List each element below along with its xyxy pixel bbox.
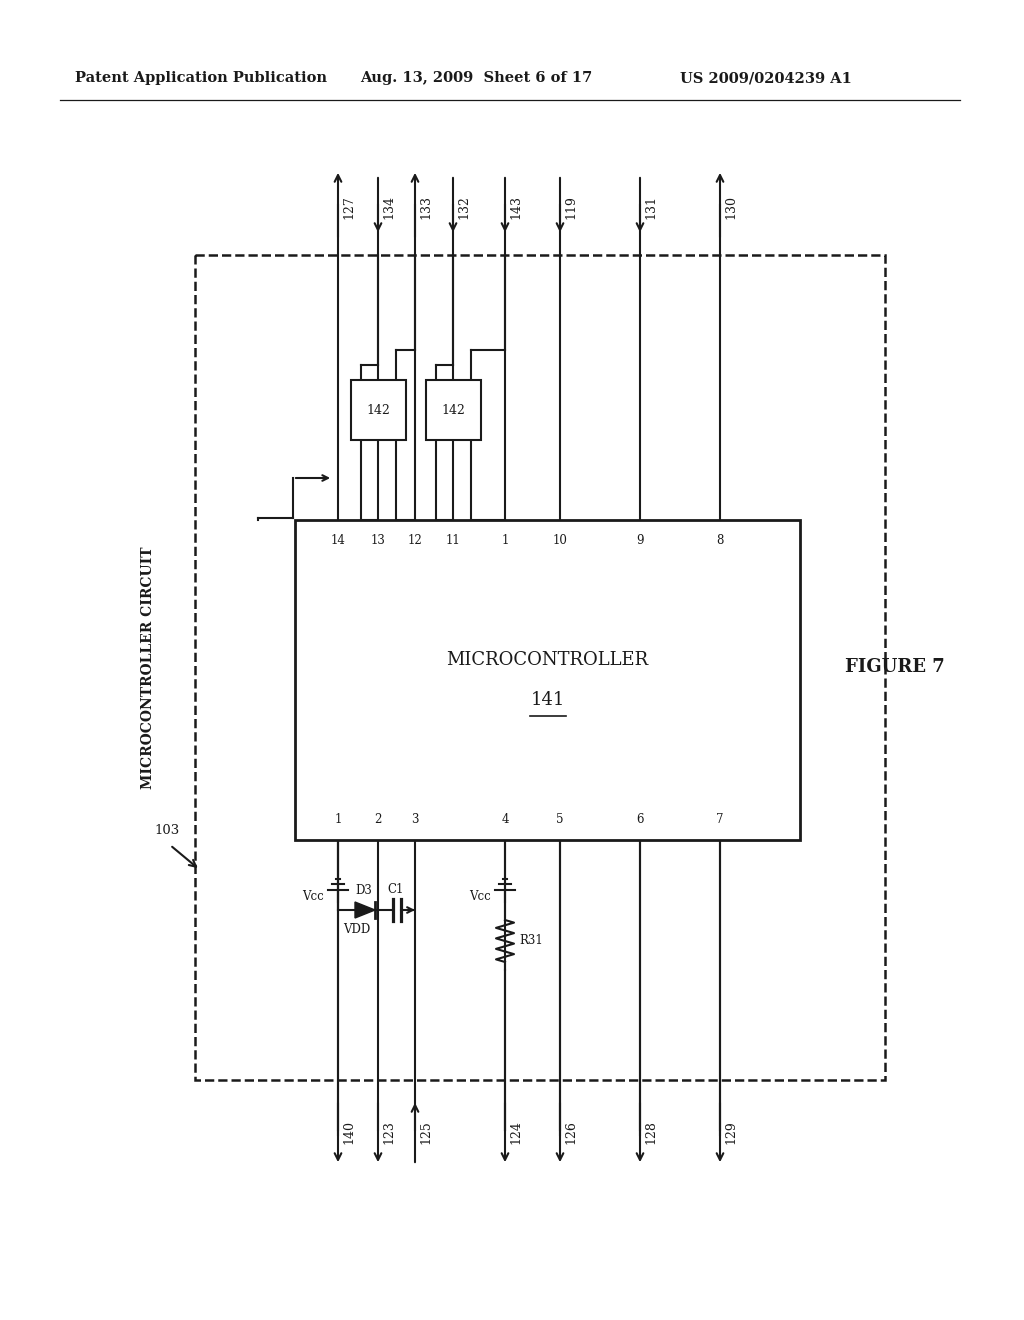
Text: 2: 2 (375, 813, 382, 826)
Text: D3: D3 (355, 884, 373, 898)
Text: 142: 142 (441, 404, 465, 417)
Text: VDD: VDD (343, 923, 371, 936)
Text: 5: 5 (556, 813, 564, 826)
Bar (195, 255, 885, 1080)
Text: 3: 3 (412, 813, 419, 826)
Text: 13: 13 (371, 535, 385, 546)
Text: 129: 129 (724, 1121, 737, 1144)
Text: 103: 103 (155, 824, 179, 837)
Text: 123: 123 (382, 1121, 395, 1144)
Text: 7: 7 (716, 813, 724, 826)
Text: 127: 127 (342, 195, 355, 219)
Text: 8: 8 (717, 535, 724, 546)
Text: Vcc: Vcc (469, 890, 490, 903)
Text: MICROCONTROLLER CIRCUIT: MICROCONTROLLER CIRCUIT (141, 546, 155, 789)
Text: C1: C1 (388, 883, 404, 896)
Text: 142: 142 (366, 404, 390, 417)
Text: 125: 125 (419, 1121, 432, 1144)
Polygon shape (355, 902, 375, 917)
Text: 143: 143 (509, 195, 522, 219)
Text: 12: 12 (408, 535, 422, 546)
Text: 10: 10 (553, 535, 567, 546)
Text: 130: 130 (724, 195, 737, 219)
Text: 119: 119 (564, 195, 577, 219)
Text: MICROCONTROLLER: MICROCONTROLLER (446, 651, 648, 669)
Text: 14: 14 (331, 535, 345, 546)
Text: 140: 140 (342, 1119, 355, 1144)
Text: US 2009/0204239 A1: US 2009/0204239 A1 (680, 71, 852, 84)
Text: 131: 131 (644, 195, 657, 219)
Text: R31: R31 (519, 935, 543, 948)
Text: Vcc: Vcc (302, 890, 324, 903)
Bar (350, 380, 406, 440)
Text: 1: 1 (502, 535, 509, 546)
Text: 4: 4 (502, 813, 509, 826)
Text: 11: 11 (445, 535, 461, 546)
Text: 128: 128 (644, 1121, 657, 1144)
Text: Patent Application Publication: Patent Application Publication (75, 71, 327, 84)
Text: Aug. 13, 2009  Sheet 6 of 17: Aug. 13, 2009 Sheet 6 of 17 (360, 71, 592, 84)
Text: 6: 6 (636, 813, 644, 826)
Text: 134: 134 (382, 195, 395, 219)
Text: 126: 126 (564, 1121, 577, 1144)
Text: 124: 124 (509, 1121, 522, 1144)
Bar (295, 520, 800, 840)
Text: 1: 1 (334, 813, 342, 826)
Text: 9: 9 (636, 535, 644, 546)
Text: 132: 132 (457, 195, 470, 219)
Text: 141: 141 (530, 690, 564, 709)
Text: 133: 133 (419, 195, 432, 219)
Bar (426, 380, 480, 440)
Text: FIGURE 7: FIGURE 7 (845, 659, 945, 676)
